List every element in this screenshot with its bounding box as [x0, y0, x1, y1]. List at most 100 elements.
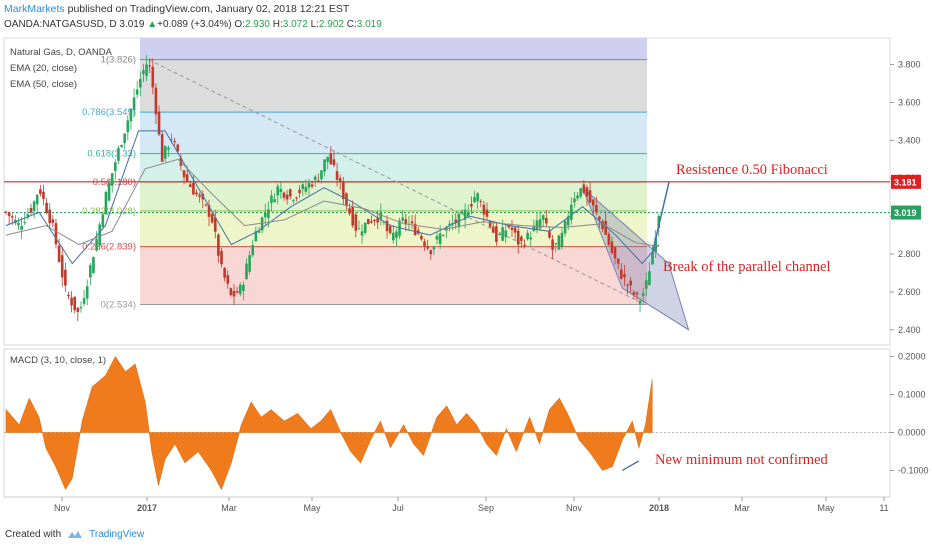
candle-body — [420, 235, 423, 240]
candle-body — [516, 230, 520, 245]
tradingview-logo-icon — [68, 531, 83, 538]
candle-body — [576, 195, 579, 199]
time-tick-label: Nov — [566, 503, 583, 513]
candle-body — [588, 190, 592, 203]
price-tick-label: 3.400 — [898, 135, 921, 145]
legend-macd[interactable]: MACD (3, 10, close, 1) — [10, 355, 107, 366]
time-tick-label: Sep — [478, 503, 494, 513]
author-link[interactable]: MarkMarkets — [4, 3, 65, 15]
candle-body — [29, 208, 33, 213]
candle-body — [342, 182, 345, 200]
candle-body — [229, 288, 233, 296]
time-tick-label: 2018 — [649, 503, 669, 513]
candle-body — [226, 275, 230, 284]
candle-body — [192, 183, 195, 195]
candle-body — [488, 221, 492, 227]
candle-body — [220, 250, 223, 265]
candle-body — [491, 226, 495, 233]
candle-body — [4, 211, 8, 213]
legend-ema50[interactable]: EMA (50, close) — [10, 79, 78, 90]
candle-body — [370, 221, 373, 223]
open-value: 2.930 — [244, 19, 270, 30]
candle-body — [276, 186, 280, 196]
candle-body — [345, 193, 348, 206]
candle-body — [623, 274, 626, 278]
candle-body — [613, 247, 617, 259]
fib-zone — [140, 112, 647, 154]
candle-body — [251, 245, 255, 256]
candle-body — [429, 250, 433, 255]
candle-body — [629, 280, 632, 286]
candle-body — [595, 205, 598, 212]
candle-body — [357, 228, 361, 230]
candle-body — [157, 111, 161, 135]
candle-body — [310, 184, 314, 187]
candle-body — [23, 222, 27, 224]
candle-body — [70, 297, 73, 306]
candle-body — [360, 231, 364, 236]
candle-body — [145, 64, 148, 76]
candle-body — [579, 188, 583, 197]
candle-body — [513, 227, 517, 233]
candle-body — [507, 224, 511, 228]
candle-body — [110, 173, 114, 186]
fib-level-label: 0.786(3.549) — [82, 107, 136, 118]
candle-body — [485, 209, 489, 217]
fib-zone-top — [140, 38, 647, 60]
candle-body — [260, 217, 264, 231]
time-tick-label: Jul — [392, 503, 404, 513]
ohlc-line: OANDA:NATGASUSD, D 3.019 ▲+0.089 (+3.04%… — [4, 19, 382, 30]
candle-body — [363, 222, 367, 233]
candle-body — [242, 284, 245, 291]
candle-body — [382, 221, 386, 223]
candle-body — [557, 235, 561, 250]
tradingview-link[interactable]: TradingView — [89, 529, 145, 540]
candle-body — [235, 291, 239, 293]
candle-body — [332, 159, 336, 166]
candle-body — [326, 156, 330, 162]
time-tick-label: 11 — [879, 503, 888, 513]
candle-body — [373, 219, 376, 222]
candle-body — [198, 194, 201, 197]
candle-body — [32, 201, 36, 212]
breakout-arrow-line — [651, 181, 670, 255]
candle-body — [560, 232, 564, 247]
candle-body — [495, 226, 498, 242]
candle-body — [10, 216, 14, 218]
legend-ema20[interactable]: EMA (20, close) — [10, 63, 78, 74]
candle-body — [89, 265, 92, 278]
macd-tick-label: 0.1000 — [898, 390, 926, 400]
candle-body — [117, 148, 120, 161]
candle-body — [570, 204, 573, 220]
candle-body — [654, 237, 657, 252]
candle-body — [395, 231, 398, 238]
candle-body — [120, 145, 123, 147]
parallel-channel — [582, 187, 690, 331]
candle-body — [273, 199, 276, 203]
candle-body — [298, 189, 301, 194]
candle-body — [213, 217, 217, 232]
macd-divergence-line — [621, 460, 640, 472]
fib-level-label: 0.236(2.839) — [82, 242, 136, 253]
candle-body — [601, 221, 604, 230]
time-tick-label: Mar — [221, 503, 237, 513]
candle-body — [20, 225, 23, 230]
candle-body — [210, 214, 214, 223]
candle-body — [566, 216, 570, 226]
candle-body — [295, 197, 298, 199]
candle-body — [267, 209, 270, 219]
candle-body — [367, 218, 370, 225]
candle-body — [54, 223, 58, 245]
candle-body — [76, 307, 80, 312]
candle-body — [532, 225, 536, 231]
candle-body — [410, 221, 414, 224]
candle-body — [217, 234, 220, 256]
candle-body — [551, 239, 554, 250]
annotation-minimum: New minimum not confirmed — [655, 452, 828, 468]
fib-level-label: 0.382(3.028) — [82, 206, 136, 217]
candle-body — [591, 199, 595, 206]
legend-title[interactable]: Natural Gas, D, OANDA — [10, 47, 112, 58]
macd-area — [5, 356, 653, 491]
candle-body — [545, 217, 548, 224]
candle-body — [232, 291, 236, 297]
